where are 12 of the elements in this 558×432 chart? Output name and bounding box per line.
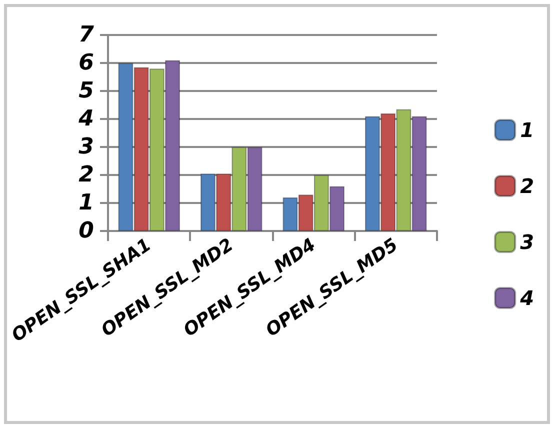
y-tick-label: 6 [78, 50, 94, 76]
y-tick-label: 2 [78, 162, 94, 188]
y-tick-label: 0 [78, 218, 94, 244]
legend-label: 3 [520, 230, 534, 254]
legend-label: 2 [520, 174, 534, 198]
legend-label: 1 [520, 118, 534, 142]
y-tick-label: 5 [78, 78, 94, 104]
y-tick-label: 3 [78, 134, 94, 160]
legend-label: 4 [519, 286, 534, 310]
y-tick-label: 4 [78, 106, 94, 132]
y-tick-label: 1 [78, 190, 94, 216]
y-tick-label: 7 [78, 22, 95, 48]
